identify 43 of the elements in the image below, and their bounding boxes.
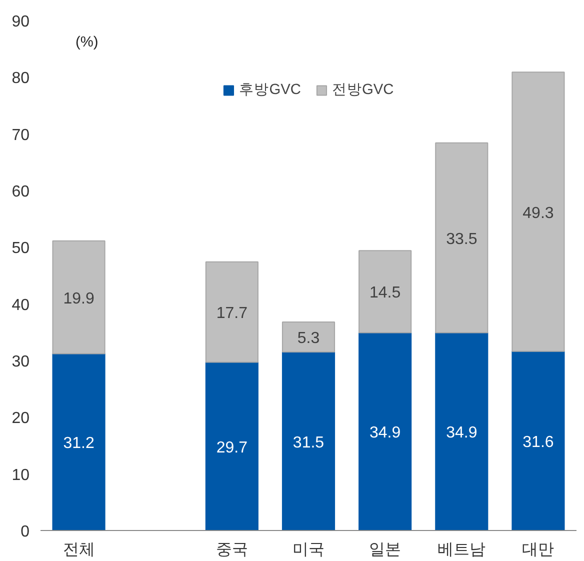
data-label: 33.5 xyxy=(446,230,478,248)
legend-label: 후방GVC xyxy=(239,81,301,99)
y-axis-title: (%) xyxy=(76,34,98,50)
legend-label: 전방GVC xyxy=(332,81,394,99)
y-tick-label: 40 xyxy=(12,296,30,314)
x-tick-label: 베트남 xyxy=(438,542,486,558)
y-tick-label: 30 xyxy=(12,354,30,370)
x-tick-label: 미국 xyxy=(292,542,324,558)
y-tick-label: 10 xyxy=(12,466,30,484)
bar xyxy=(512,72,565,352)
data-label: 17.7 xyxy=(216,305,248,322)
y-tick-label: 90 xyxy=(12,14,30,30)
y-tick-label: 20 xyxy=(12,410,30,428)
bar xyxy=(435,332,488,530)
y-tick-label: 70 xyxy=(12,126,30,144)
bar xyxy=(282,321,336,352)
bar xyxy=(205,261,258,363)
data-label: 14.5 xyxy=(370,284,401,302)
y-tick-label: 50 xyxy=(12,240,30,258)
bar xyxy=(358,332,412,530)
bar xyxy=(282,352,336,530)
data-label: 34.9 xyxy=(446,424,478,442)
y-tick-label: 0 xyxy=(20,524,30,540)
bar xyxy=(52,353,106,530)
data-label: 19.9 xyxy=(63,290,94,308)
bar xyxy=(52,240,106,354)
bar xyxy=(205,362,258,530)
bar xyxy=(358,250,412,334)
data-label: 31.6 xyxy=(522,434,554,451)
data-label: 5.3 xyxy=(297,330,320,347)
y-tick-label: 80 xyxy=(12,70,30,88)
x-tick-label: 중국 xyxy=(216,542,248,558)
bar xyxy=(435,142,488,334)
y-tick-label: 60 xyxy=(12,184,30,200)
data-label: 49.3 xyxy=(522,204,554,222)
bar xyxy=(512,350,565,530)
x-tick-label: 대만 xyxy=(522,542,554,558)
data-label: 31.5 xyxy=(292,434,324,452)
x-tick-label: 일본 xyxy=(369,542,402,558)
data-label: 34.9 xyxy=(370,424,401,442)
x-tick-label: 전체 xyxy=(62,542,95,558)
data-label: 29.7 xyxy=(216,439,248,456)
data-label: 31.2 xyxy=(63,435,94,452)
